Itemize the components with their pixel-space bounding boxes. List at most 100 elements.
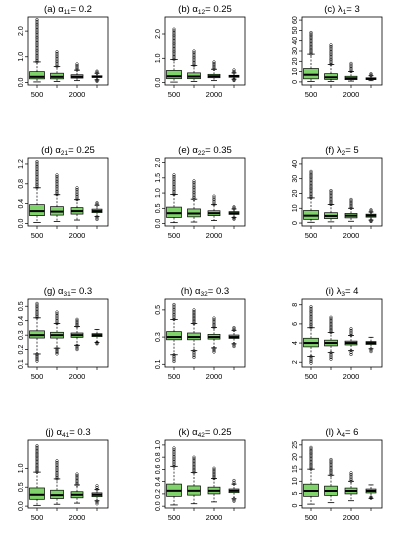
panel-title: (j) α41= 0.3 — [45, 427, 90, 439]
box-3 — [207, 194, 221, 221]
y-tick-label: 4 — [292, 341, 299, 345]
outlier-point — [212, 469, 216, 473]
outlier-point — [35, 164, 39, 168]
outlier-point — [55, 189, 59, 193]
outlier-point — [95, 69, 99, 73]
outlier-point — [75, 189, 79, 193]
outlier-point — [95, 502, 99, 506]
outlier-point — [309, 185, 313, 189]
outlier-point — [309, 191, 313, 195]
y-tick-label: 0.3 — [18, 330, 25, 340]
outlier-point — [35, 57, 39, 61]
box-3 — [207, 60, 221, 82]
outlier-point — [55, 312, 59, 316]
outlier-point — [329, 356, 333, 360]
y-tick-label: 0.8 — [18, 179, 25, 189]
box-3 — [70, 62, 84, 82]
outlier-point — [232, 478, 236, 482]
outlier-point — [192, 57, 196, 61]
outlier-point — [75, 475, 79, 479]
box-body — [166, 331, 182, 341]
y-tick-label: 1.0 — [155, 440, 162, 450]
outlier-point — [192, 308, 196, 312]
panel-4: (d) α21= 0.25 0.0 0.4 0.8 1.2 500 2000 — [18, 145, 109, 240]
outlier-point — [172, 454, 176, 458]
outlier-point — [349, 328, 353, 332]
outlier-point — [329, 51, 333, 55]
outlier-point — [172, 176, 176, 180]
y-tick-label: 0 — [292, 80, 299, 84]
outlier-point — [172, 461, 176, 465]
box-4 — [228, 205, 240, 221]
outlier-point — [192, 180, 196, 185]
outlier-point — [309, 33, 313, 38]
x-tick-label: 500 — [31, 372, 44, 381]
y-tick-label: 0.0 — [18, 77, 25, 87]
outlier-point — [309, 30, 313, 35]
outlier-point — [75, 346, 79, 350]
x-tick-label: 500 — [31, 231, 44, 240]
outlier-point — [192, 194, 196, 198]
outlier-point — [192, 315, 196, 319]
y-tick-label: 2.0 — [155, 29, 162, 39]
outlier-point — [35, 358, 39, 362]
outlier-point — [192, 190, 196, 195]
y-tick-label: 1.0 — [155, 188, 162, 198]
outlier-point — [55, 464, 59, 468]
outlier-point — [172, 456, 176, 460]
y-tick-label: 25 — [292, 441, 299, 449]
x-tick-label: 2000 — [343, 513, 360, 522]
box-2 — [50, 50, 64, 82]
outlier-point — [329, 199, 333, 203]
outlier-point — [192, 318, 196, 323]
outlier-point — [329, 198, 333, 202]
outlier-point — [55, 50, 59, 54]
outlier-point — [35, 18, 39, 22]
outlier-point — [35, 306, 39, 310]
outlier-point — [75, 322, 79, 326]
y-tick-label: 1.0 — [18, 463, 25, 473]
box-3 — [344, 471, 358, 502]
outlier-point — [35, 176, 39, 180]
outlier-point — [35, 467, 39, 471]
box-2 — [324, 457, 338, 504]
y-tick-label: 0.5 — [18, 482, 25, 492]
panel-title: (l) λ4= 6 — [326, 427, 359, 439]
outlier-point — [55, 61, 59, 65]
outlier-point — [309, 309, 313, 314]
outlier-point — [309, 190, 313, 194]
outlier-point — [192, 189, 196, 193]
outlier-point — [35, 55, 39, 59]
outlier-point — [172, 173, 176, 177]
outlier-point — [309, 172, 313, 176]
outlier-point — [172, 38, 176, 42]
outlier-point — [309, 318, 313, 322]
outlier-point — [172, 360, 176, 364]
x-tick-label: 2000 — [69, 513, 86, 522]
outlier-point — [172, 306, 176, 310]
box-body — [29, 487, 45, 500]
panel-5: (e) α22= 0.35 0.0 0.5 1.0 1.5 2.0 500 2000 — [155, 145, 246, 240]
outlier-point — [35, 456, 39, 460]
outlier-point — [349, 197, 353, 201]
panel-title: (a) α11= 0.2 — [44, 4, 92, 16]
outlier-point — [192, 355, 196, 360]
outlier-point — [309, 169, 313, 173]
x-tick-label: 500 — [31, 90, 44, 99]
x-tick-label: 500 — [168, 372, 181, 381]
outlier-point — [35, 178, 39, 182]
outlier-point — [35, 465, 39, 469]
box-4 — [365, 336, 377, 354]
x-tick-label: 500 — [31, 513, 44, 522]
outlier-point — [55, 462, 59, 466]
outlier-point — [329, 327, 333, 332]
y-tick-label: 0.0 — [18, 501, 25, 511]
box-4 — [365, 72, 377, 82]
y-tick-label: 0.4 — [18, 316, 25, 326]
outlier-point — [192, 317, 196, 321]
outlier-point — [192, 466, 196, 470]
box-2 — [187, 179, 201, 223]
outlier-point — [35, 29, 39, 33]
outlier-point — [349, 63, 353, 67]
outlier-point — [55, 469, 59, 473]
